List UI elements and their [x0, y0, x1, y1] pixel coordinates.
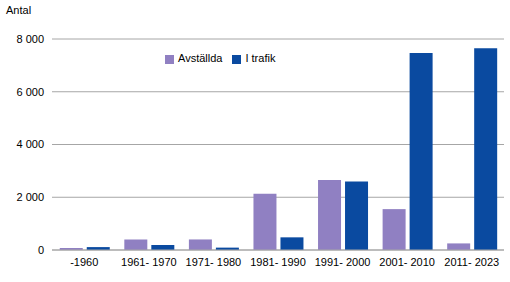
svg-text:0: 0 — [38, 244, 44, 256]
svg-text:1991- 2000: 1991- 2000 — [315, 256, 371, 268]
svg-text:2001- 2010: 2001- 2010 — [379, 256, 435, 268]
svg-text:8 000: 8 000 — [16, 33, 44, 45]
svg-text:2 000: 2 000 — [16, 191, 44, 203]
svg-text:1971- 1980: 1971- 1980 — [186, 256, 242, 268]
svg-text:6 000: 6 000 — [16, 86, 44, 98]
html-text:Antal: Antal — [6, 4, 32, 16]
svg-text:1961- 1970: 1961- 1970 — [121, 256, 177, 268]
svg-text:-1960: -1960 — [70, 256, 98, 268]
html-text:I trafik: I trafik — [245, 52, 276, 64]
html-text:Avställda: Avställda — [178, 52, 223, 64]
svg-text:2011- 2023: 2011- 2023 — [444, 256, 499, 268]
svg-text:4 000: 4 000 — [16, 138, 44, 150]
svg-text:1981- 1990: 1981- 1990 — [250, 256, 306, 268]
